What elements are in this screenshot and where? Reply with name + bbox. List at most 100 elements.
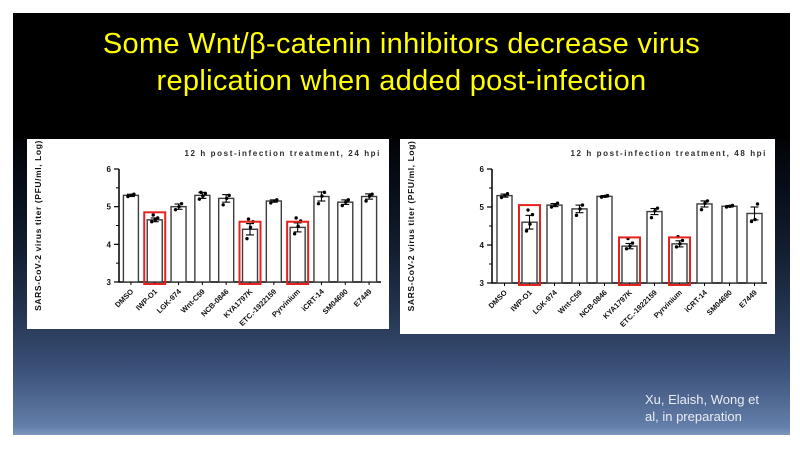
scatter-point	[294, 216, 298, 220]
highlight-box	[518, 204, 541, 286]
bar	[289, 226, 306, 283]
x-category-label: SM04690	[705, 288, 734, 317]
bar	[646, 210, 663, 284]
scatter-point	[370, 192, 374, 196]
y-tick-label: 5	[480, 203, 485, 212]
scatter-point	[292, 232, 297, 236]
scatter-point	[132, 192, 136, 196]
bar	[265, 200, 283, 283]
scatter-point	[624, 247, 629, 251]
scatter-point	[248, 225, 253, 230]
highlight-box	[238, 220, 262, 285]
scatter-point	[705, 199, 710, 203]
scatter-point	[549, 205, 554, 209]
scatter-point	[296, 224, 300, 228]
y-tick-label: 6	[480, 165, 485, 174]
scatter-point	[173, 207, 178, 212]
citation-line-2: al, in preparation	[645, 409, 742, 424]
bar	[313, 195, 330, 283]
x-category-label: LGK-974	[155, 286, 184, 315]
scatter-point	[364, 199, 368, 203]
scatter-point	[703, 201, 707, 205]
scatter-point	[203, 191, 208, 196]
bar	[746, 212, 763, 284]
bar-chart-svg: 3456DMSOIWP-O1LGK-974Wnt-C59NCB-0846KYA1…	[33, 140, 381, 328]
scatter-point	[201, 194, 205, 198]
bar	[122, 194, 140, 283]
scatter-point	[649, 215, 654, 220]
slide-title-line-2: replication when added post-infection	[156, 65, 647, 97]
highlight-box	[668, 236, 691, 286]
bar	[696, 203, 713, 284]
chart-header: 12 h post-infection treatment, 24 hpi	[184, 149, 381, 158]
y-axis-label: SARS-CoV-2 virus titer (PFU/ml, Log)	[406, 141, 416, 312]
scatter-point	[730, 203, 735, 208]
chart-panel-48hpi: 3 4 5 6 DMSO IWP-O1 LGK-974 Wnt-C59 NCB-0846 KYA1…	[400, 139, 775, 334]
scatter-point	[674, 245, 679, 249]
slide-title-block: Some Wnt/β-catenin inhibitors decrease v…	[13, 13, 790, 139]
highlight-box	[143, 211, 167, 285]
scatter-point	[151, 213, 155, 217]
scatter-point	[578, 207, 582, 211]
scatter-point	[227, 193, 231, 198]
x-category-label: E7449	[737, 288, 759, 310]
scatter-point	[503, 193, 507, 198]
scatter-point	[553, 203, 557, 207]
x-category-label: E7449	[352, 287, 374, 309]
scatter-point	[316, 201, 321, 206]
scatter-point	[269, 201, 273, 205]
scatter-point	[246, 217, 251, 221]
bar	[671, 243, 688, 284]
scatter-point	[653, 209, 657, 213]
scatter-point	[177, 204, 181, 209]
scatter-point	[367, 194, 372, 198]
scatter-point	[320, 194, 324, 198]
scatter-point	[245, 236, 249, 241]
scatter-point	[524, 229, 529, 233]
citation: Xu, Elaish, Wong et al, in preparation	[645, 391, 759, 425]
scatter-point	[680, 238, 685, 243]
scatter-point	[605, 193, 610, 198]
scatter-point	[346, 198, 350, 202]
scatter-point	[628, 244, 632, 248]
scatter-point	[678, 242, 682, 246]
bar	[194, 194, 211, 283]
y-tick-label: 6	[107, 165, 112, 174]
scatter-point	[749, 219, 754, 224]
y-tick-label: 3	[107, 278, 112, 287]
bar	[571, 208, 588, 284]
scatter-point	[599, 195, 604, 199]
scatter-point	[574, 213, 579, 218]
scatter-point	[197, 197, 202, 201]
scatter-point	[224, 196, 229, 201]
x-category-label: LGK-974	[531, 287, 560, 316]
y-tick-label: 4	[480, 241, 485, 250]
chart-panel-24hpi: 3 4 5 6 DMSO IWP-O1 LGK-974 Wnt-C59 NCB-0846 KYA1…	[27, 139, 389, 329]
y-tick-label: 3	[480, 279, 485, 288]
bar	[217, 197, 235, 283]
bar	[621, 245, 638, 284]
scatter-point	[156, 216, 160, 220]
scatter-point	[322, 190, 327, 195]
y-tick-label: 4	[107, 240, 112, 249]
scatter-point	[153, 218, 157, 222]
bar	[337, 201, 354, 283]
bar	[241, 228, 259, 283]
scatter-point	[753, 217, 757, 222]
scatter-point	[199, 190, 203, 195]
scatter-point	[699, 207, 704, 212]
scatter-point	[530, 212, 535, 217]
scatter-point	[505, 192, 510, 196]
scatter-point	[344, 200, 348, 204]
slide-title-line-1: Some Wnt/β-catenin inhibitors decrease v…	[102, 28, 701, 60]
bar	[546, 204, 563, 284]
scatter-point	[275, 198, 279, 202]
y-axis-label: SARS-CoV-2 virus titer (PFU/ml, Log)	[33, 140, 43, 311]
scatter-point	[655, 206, 660, 210]
scatter-point	[340, 203, 344, 208]
bar	[721, 205, 738, 284]
bar	[521, 221, 538, 284]
bar	[170, 205, 187, 283]
scatter-point	[526, 208, 530, 212]
